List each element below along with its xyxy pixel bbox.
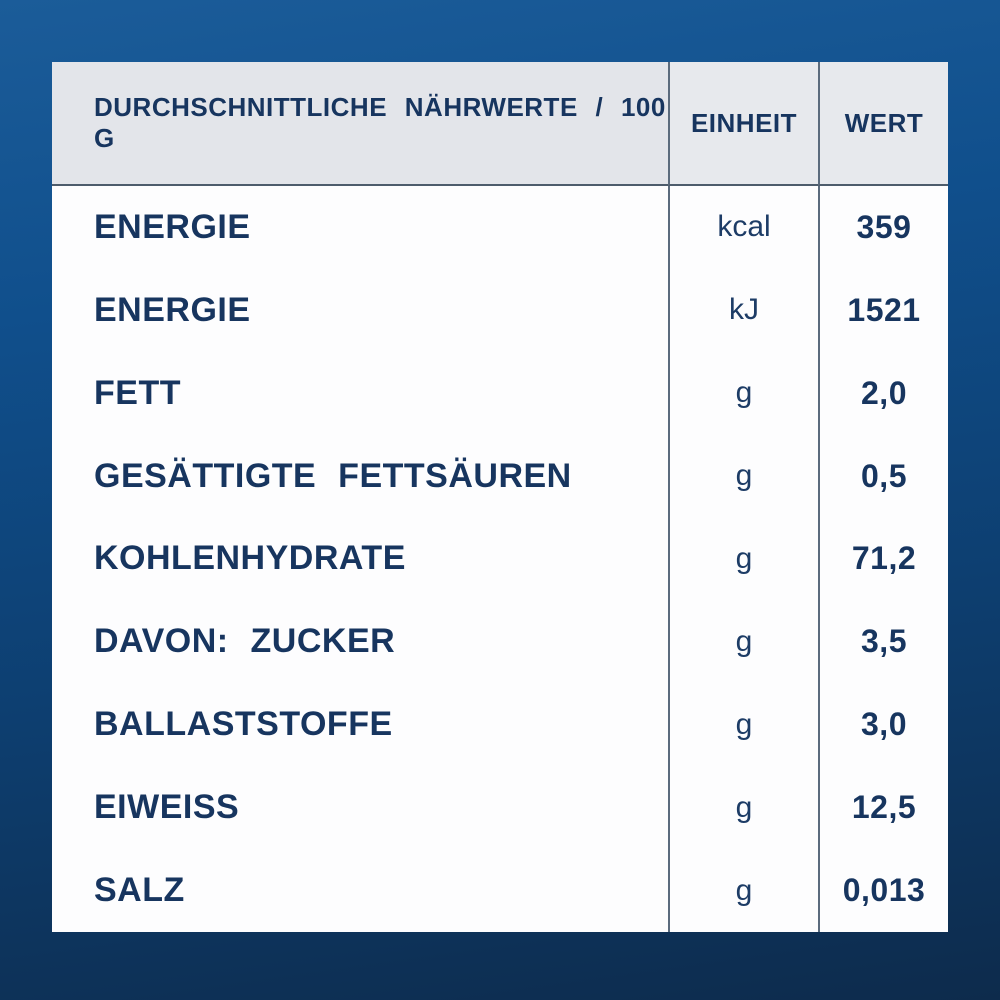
header-parameter: DURCHSCHNITTLICHE NÄHRWERTE / 100 G bbox=[52, 62, 668, 186]
row-value-energie-kj: 1521 bbox=[818, 268, 948, 352]
row-value-eiweiss: 12,5 bbox=[818, 766, 948, 850]
row-unit-energie-kj: kJ bbox=[668, 268, 818, 352]
row-value-energie-kcal: 359 bbox=[818, 186, 948, 269]
row-label-eiweiss: EIWEISS bbox=[94, 788, 240, 827]
row-label-fett: FETT bbox=[94, 373, 181, 412]
row-label-energie-kj: ENERGIE bbox=[94, 290, 251, 329]
row-label-gesaettigte-fettsaeuren: GESÄTTIGTE FETTSÄUREN bbox=[94, 456, 572, 495]
row-unit-eiweiss: g bbox=[668, 766, 818, 850]
row-value-davon-zucker: 3,5 bbox=[818, 600, 948, 684]
row-value-fett: 2,0 bbox=[818, 351, 948, 435]
row-value-ballaststoffe: 3,0 bbox=[818, 683, 948, 767]
header-value: WERT bbox=[818, 62, 948, 186]
row-label-energie-kcal: ENERGIE bbox=[94, 207, 251, 246]
row-value-gesaettigte-fettsaeuren: 0,5 bbox=[818, 434, 948, 518]
nutrition-facts-card: DURCHSCHNITTLICHE NÄHRWERTE / 100 G EINH… bbox=[52, 62, 948, 932]
row-value-salz: 0,013 bbox=[818, 849, 948, 932]
row-unit-fett: g bbox=[668, 351, 818, 435]
row-value-kohlenhydrate: 71,2 bbox=[818, 517, 948, 601]
row-unit-gesaettigte-fettsaeuren: g bbox=[668, 434, 818, 518]
header-unit: EINHEIT bbox=[668, 62, 818, 186]
row-unit-ballaststoffe: g bbox=[668, 683, 818, 767]
row-label-salz: SALZ bbox=[94, 871, 185, 910]
row-unit-salz: g bbox=[668, 849, 818, 932]
row-label-kohlenhydrate: KOHLENHYDRATE bbox=[94, 539, 406, 578]
row-unit-davon-zucker: g bbox=[668, 600, 818, 684]
row-unit-energie-kcal: kcal bbox=[668, 186, 818, 269]
row-label-davon-zucker: DAVON: ZUCKER bbox=[94, 622, 396, 661]
row-label-ballaststoffe: BALLASTSTOFFE bbox=[94, 705, 393, 744]
row-unit-kohlenhydrate: g bbox=[668, 517, 818, 601]
